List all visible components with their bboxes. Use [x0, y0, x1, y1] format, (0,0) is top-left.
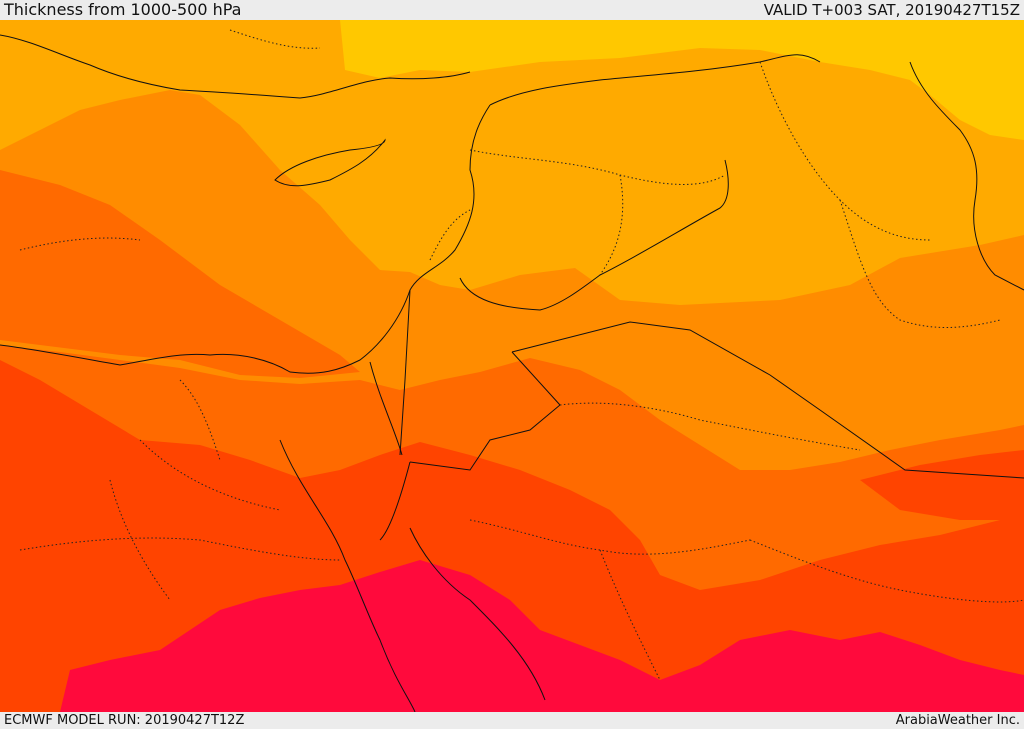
model-run: ECMWF MODEL RUN: 20190427T12Z: [4, 713, 245, 728]
thickness-band-5-east: [860, 450, 1024, 520]
footer-bar: ECMWF MODEL RUN: 20190427T12Z ArabiaWeat…: [0, 712, 1024, 729]
map-title: Thickness from 1000-500 hPa: [4, 0, 242, 19]
header-bar: Thickness from 1000-500 hPa VALID T+003 …: [0, 0, 1024, 20]
thickness-band-4: [0, 170, 360, 378]
thickness-band-2: [0, 20, 1024, 305]
internal-boundaries: [19, 29, 1024, 681]
thickness-map: [0, 20, 1024, 712]
thickness-band-6: [60, 560, 1024, 712]
thickness-band-1: [340, 20, 1024, 140]
valid-time: VALID T+003 SAT, 20190427T15Z: [763, 1, 1020, 19]
credit-text: ArabiaWeather Inc.: [895, 713, 1020, 728]
